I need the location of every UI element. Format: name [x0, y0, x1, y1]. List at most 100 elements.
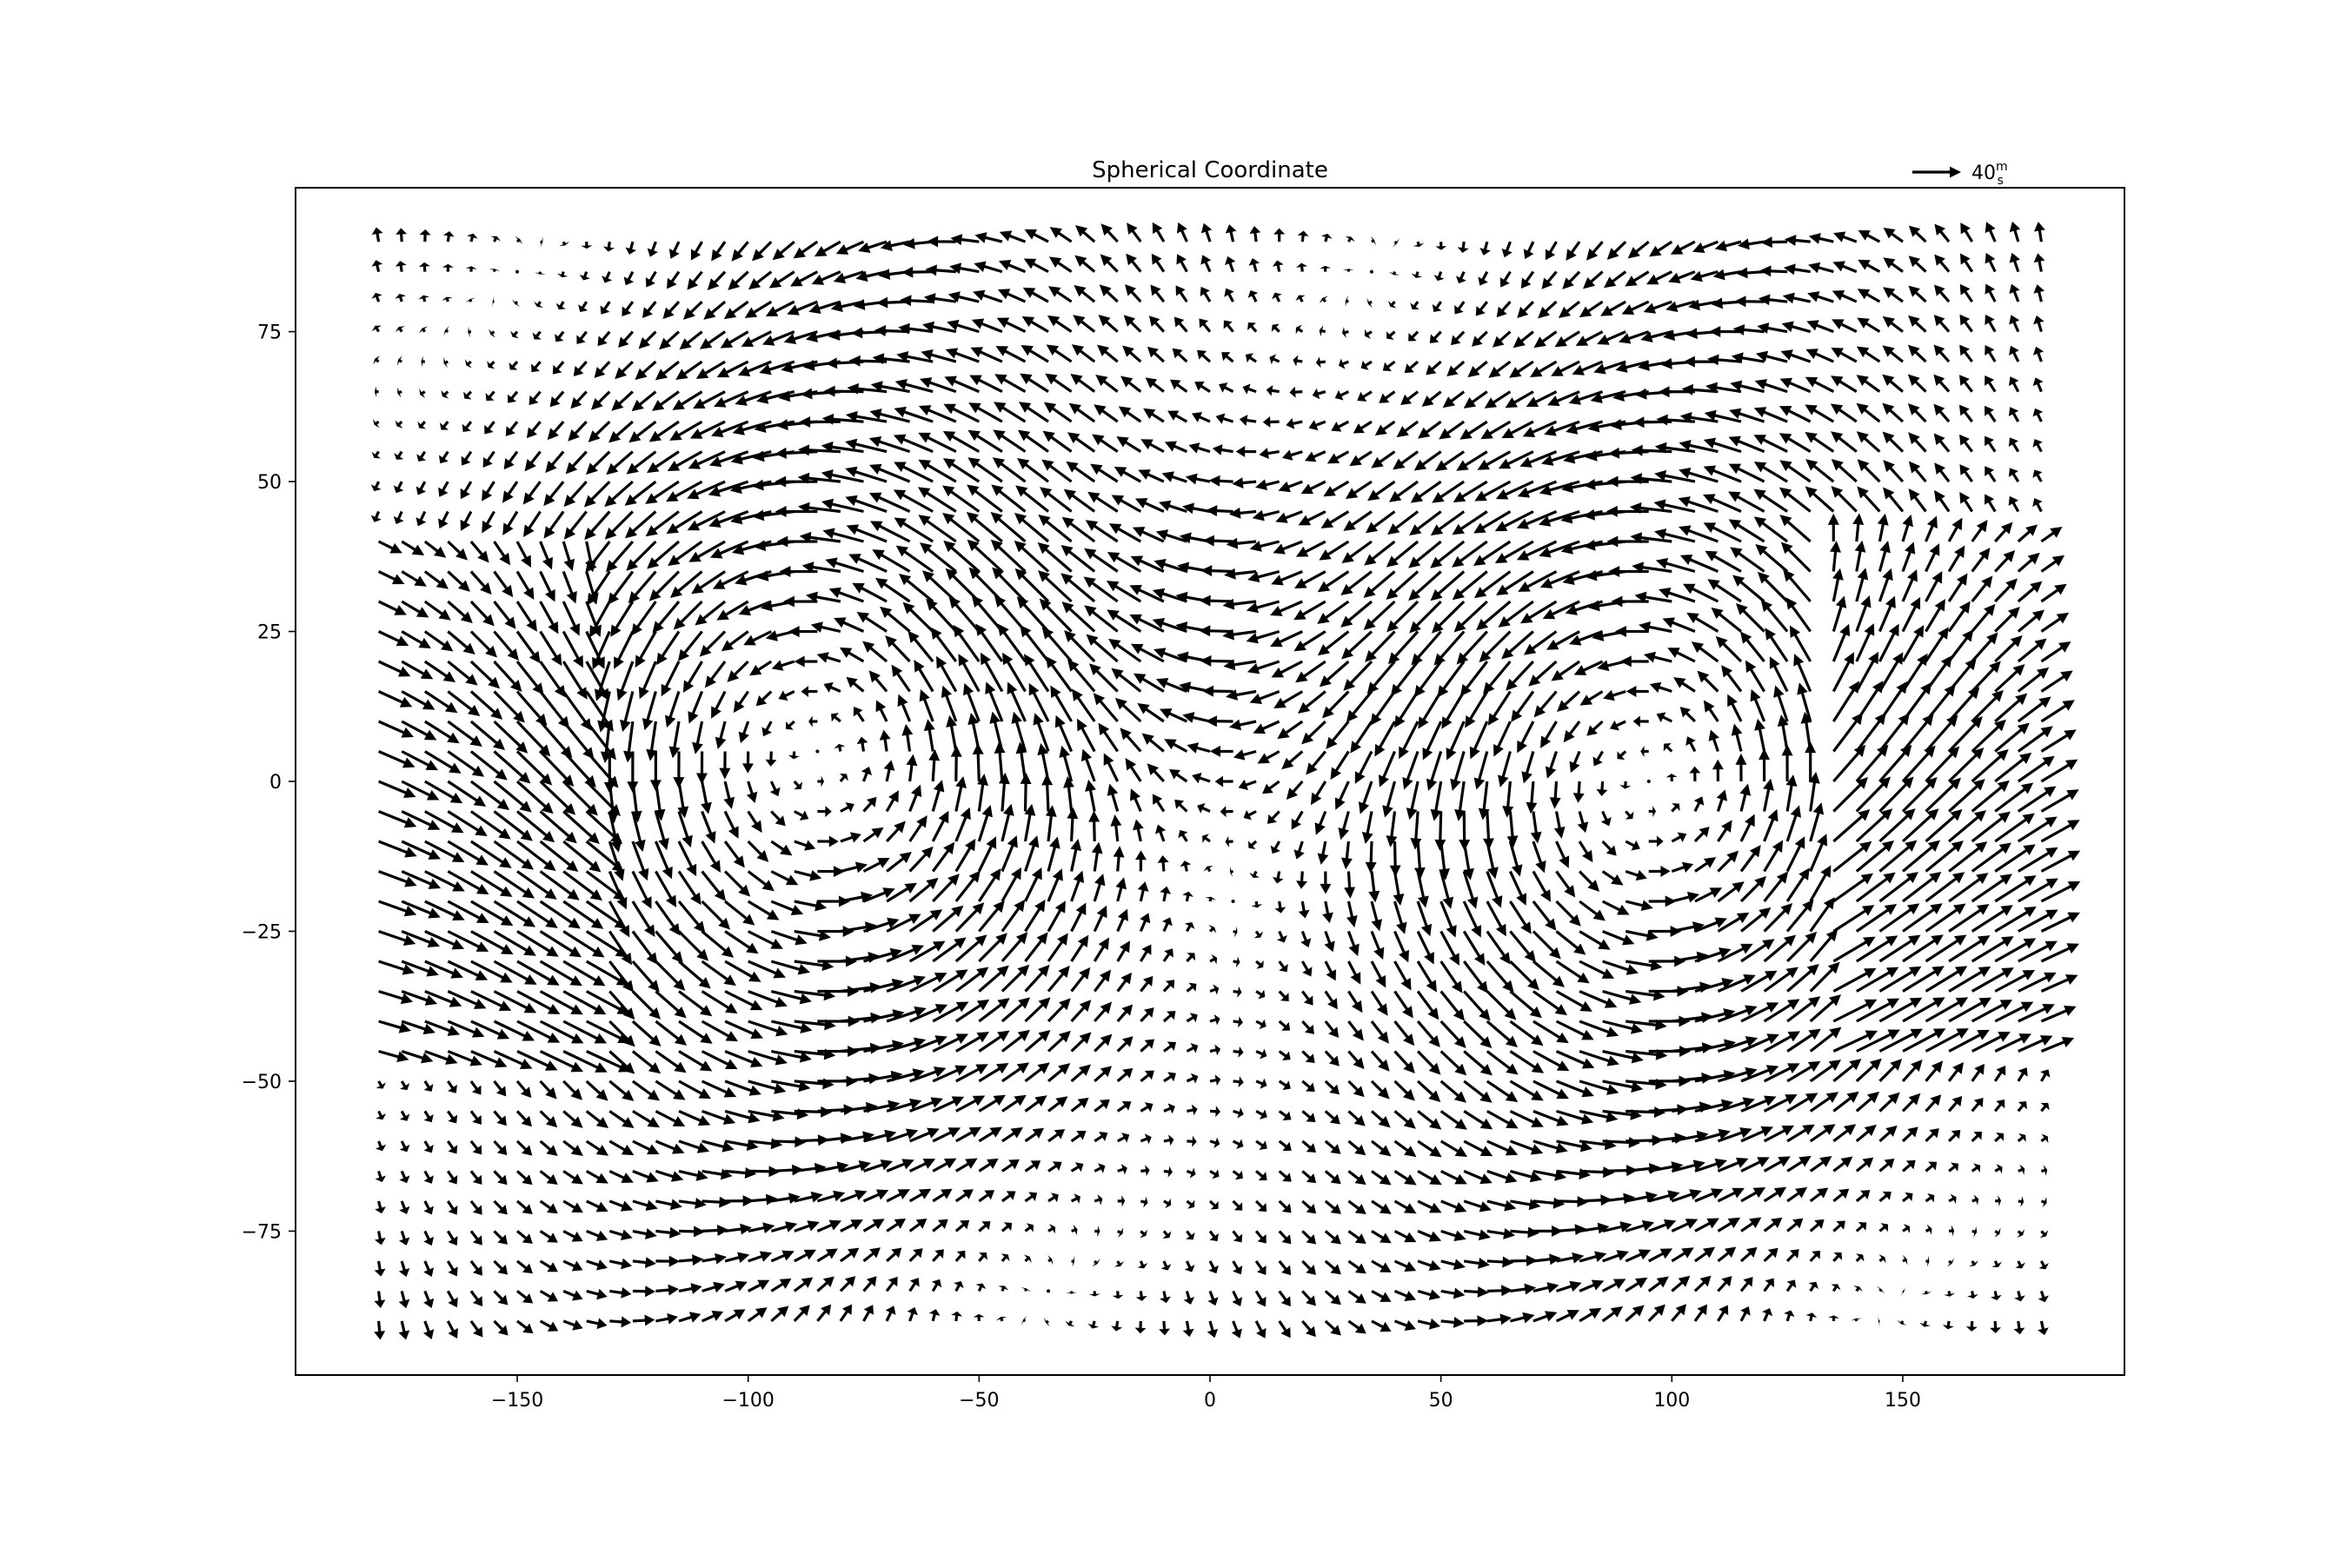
vector-arrow — [537, 1226, 561, 1247]
vector-arrow — [1922, 1158, 1940, 1176]
vector-arrow — [743, 808, 767, 836]
vector-arrow — [655, 1255, 680, 1266]
vector-arrow — [1853, 1153, 1878, 1176]
vector-arrow — [2006, 282, 2024, 303]
vector-arrow — [1955, 342, 1977, 365]
vector-arrow — [1274, 958, 1291, 975]
vector-arrow — [1981, 250, 2000, 274]
vector-arrow — [953, 1153, 981, 1176]
vector-arrow — [1248, 225, 1261, 243]
vector-arrow — [1298, 988, 1318, 1009]
vector-arrow — [1344, 234, 1356, 244]
vector-arrow — [1233, 1075, 1245, 1087]
vector-arrow — [1095, 281, 1121, 306]
vector-arrow — [697, 809, 721, 846]
vector-arrow — [1981, 281, 2000, 304]
vector-arrow — [1623, 1272, 1651, 1296]
vector-arrow — [1091, 1062, 1115, 1086]
vector-arrow — [399, 807, 442, 835]
vector-arrow — [445, 747, 488, 781]
vector-arrow — [1955, 371, 1977, 395]
vector-arrow — [717, 327, 751, 353]
vector-arrow — [1208, 1136, 1221, 1150]
vector-arrow — [768, 837, 795, 860]
vector-arrow — [974, 1249, 990, 1265]
vector-arrow — [1807, 1152, 1835, 1176]
vector-arrow — [674, 839, 701, 879]
vector-arrow — [1450, 597, 1491, 636]
vector-arrow — [1205, 1259, 1221, 1276]
vector-arrow — [509, 328, 522, 341]
vector-arrow — [578, 269, 592, 282]
vector-arrow — [974, 1281, 987, 1293]
vector-arrow — [1465, 719, 1492, 761]
vector-arrow — [1448, 537, 1490, 572]
vector-arrow — [1236, 776, 1258, 794]
vector-arrow — [845, 409, 888, 428]
vector-arrow — [1876, 1088, 1904, 1115]
vector-arrow — [1134, 1321, 1146, 1334]
vector-arrow — [377, 926, 418, 949]
vector-arrow — [1969, 869, 2016, 906]
vector-arrow — [375, 386, 379, 397]
vector-arrow — [1087, 459, 1121, 486]
vector-arrow — [1829, 1281, 1843, 1294]
vector-arrow — [1945, 598, 1975, 635]
vector-arrow — [1621, 807, 1637, 823]
vector-arrow — [1321, 1317, 1345, 1339]
vector-arrow — [537, 956, 585, 990]
vector-arrow — [836, 770, 851, 785]
vector-arrow — [788, 751, 800, 760]
vector-arrow — [1776, 510, 1814, 546]
vector-arrow — [1205, 895, 1217, 902]
vector-arrow — [587, 388, 614, 414]
vector-arrow — [537, 1286, 561, 1306]
vector-arrow — [1509, 1310, 1536, 1327]
vector-arrow — [1980, 402, 2000, 424]
vector-arrow — [905, 1274, 923, 1294]
vector-arrow — [1761, 1152, 1793, 1176]
vector-arrow — [1380, 780, 1400, 819]
vector-arrow — [491, 867, 538, 903]
vector-arrow — [1276, 1106, 1294, 1124]
vector-arrow — [1108, 490, 1143, 516]
vector-arrow — [1459, 840, 1476, 881]
vector-arrow — [674, 781, 691, 819]
vector-arrow — [607, 1106, 638, 1133]
vector-arrow — [1326, 748, 1353, 783]
vector-arrow — [1258, 446, 1280, 460]
vector-arrow — [930, 1184, 955, 1206]
vector-arrow — [1669, 829, 1689, 847]
vector-arrow — [682, 268, 706, 293]
vector-arrow — [396, 355, 404, 367]
y-tick-label: 75 — [257, 322, 282, 344]
vector-arrow — [741, 297, 774, 323]
vector-arrow — [1253, 1106, 1270, 1122]
vector-arrow — [1171, 282, 1192, 305]
vector-arrow — [1737, 841, 1765, 874]
vector-arrow — [1898, 513, 1917, 543]
vector-arrow — [654, 1136, 687, 1159]
vector-arrow — [2037, 1066, 2053, 1084]
vector-arrow — [1291, 840, 1307, 861]
vector-arrow — [1876, 867, 1921, 906]
vector-arrow — [881, 759, 897, 782]
vector-arrow — [1018, 340, 1051, 366]
vector-arrow — [1064, 1319, 1076, 1329]
vector-arrow — [446, 956, 490, 985]
vector-arrow — [1852, 1284, 1864, 1294]
vector-arrow — [1509, 1166, 1544, 1186]
vector-arrow — [1876, 1286, 1885, 1295]
vector-arrow — [1268, 321, 1283, 336]
vector-arrow — [420, 1168, 436, 1186]
vector-arrow — [701, 1279, 727, 1296]
vector-arrow — [966, 712, 985, 753]
vector-arrow — [1263, 807, 1283, 827]
vector-arrow — [1228, 1289, 1246, 1309]
vector-arrow — [748, 237, 775, 264]
vector-arrow — [1160, 1038, 1180, 1056]
vector-arrow — [1493, 507, 1536, 536]
vector-arrow — [1343, 269, 1354, 272]
vector-arrow — [391, 479, 407, 495]
vector-arrow — [1496, 447, 1536, 474]
